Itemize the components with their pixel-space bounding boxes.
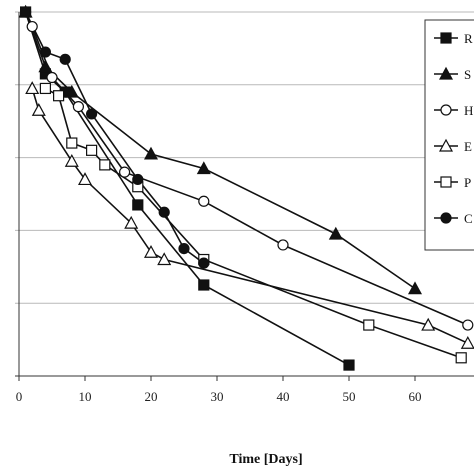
data-point: [26, 20, 38, 33]
data-point: [198, 195, 210, 207]
data-point: [143, 146, 159, 160]
x-tick-label: 30: [211, 389, 224, 404]
data-point: [46, 71, 58, 84]
x-axis-title: Time [Days]: [229, 452, 302, 467]
data-point: [39, 82, 52, 95]
data-point: [178, 243, 190, 255]
legend-label: E: [464, 139, 472, 154]
data-point: [363, 319, 375, 331]
series-markers: [18, 4, 474, 371]
data-point: [77, 172, 93, 186]
data-point: [31, 103, 46, 116]
x-tick-label: 10: [79, 389, 92, 404]
data-point: [343, 359, 355, 371]
data-point: [407, 281, 423, 295]
data-point: [64, 84, 79, 98]
data-point: [99, 159, 111, 171]
grid-lines: [15, 11, 474, 377]
data-point: [124, 215, 139, 229]
x-tick-label: 40: [277, 389, 290, 404]
legend-label: S: [464, 67, 471, 82]
data-point: [132, 199, 144, 211]
series-line-E: [31, 88, 469, 344]
series-lines: [24, 11, 469, 366]
data-point: [20, 6, 32, 18]
series-line-R: [24, 11, 350, 366]
data-point: [25, 81, 40, 95]
data-point: [438, 66, 454, 80]
data-point: [64, 153, 79, 167]
legend-label: C: [464, 211, 473, 226]
data-point: [157, 252, 172, 266]
x-tick-label: 50: [343, 389, 356, 404]
x-axis-ticks: 01020304050607: [16, 376, 422, 404]
data-point: [85, 108, 98, 120]
data-point: [118, 166, 131, 178]
data-point: [39, 46, 52, 58]
data-point: [440, 212, 452, 224]
x-tick-label: 0: [16, 389, 23, 404]
data-point: [455, 352, 467, 364]
data-point: [72, 101, 85, 113]
series-line-C: [24, 11, 205, 264]
data-point: [328, 226, 343, 240]
data-point: [440, 104, 452, 116]
data-point: [421, 317, 436, 331]
data-point: [198, 279, 210, 291]
legend-label: P: [464, 175, 471, 190]
data-point: [277, 239, 289, 251]
data-point: [132, 173, 144, 186]
data-point: [440, 176, 452, 188]
data-point: [460, 335, 474, 349]
legend-label: H: [464, 103, 473, 118]
data-point: [66, 137, 78, 149]
data-point: [438, 138, 454, 152]
data-point: [38, 59, 53, 73]
data-point: [59, 53, 71, 65]
data-point: [198, 257, 210, 269]
x-tick-label: 60: [409, 389, 422, 404]
x-tick-label: 20: [145, 389, 158, 404]
data-point: [440, 32, 452, 44]
data-point: [196, 161, 211, 175]
legend-label: R: [464, 31, 473, 46]
series-line-S: [24, 11, 416, 290]
data-point: [85, 144, 98, 156]
axes: [18, 12, 474, 377]
legend: R S H E P C: [424, 19, 474, 251]
data-point: [52, 90, 65, 102]
data-point: [143, 244, 159, 258]
data-point: [462, 319, 474, 331]
data-point: [158, 206, 170, 218]
legend-box: [424, 19, 474, 251]
